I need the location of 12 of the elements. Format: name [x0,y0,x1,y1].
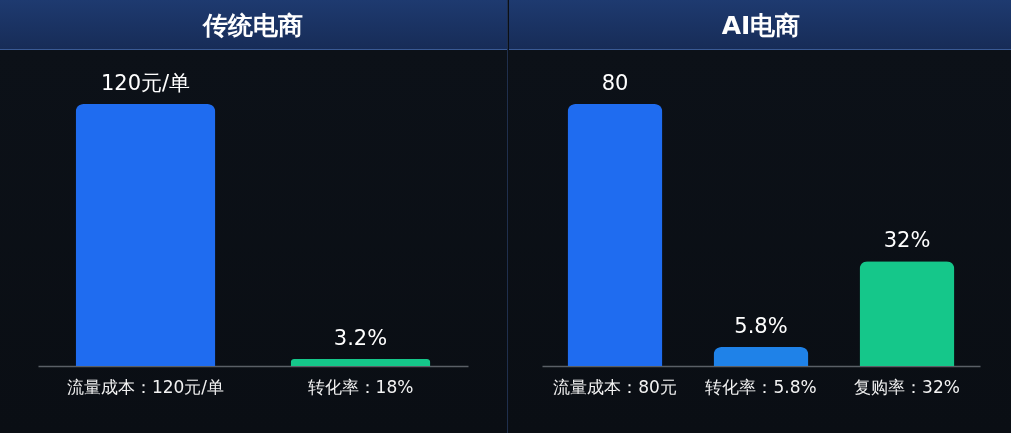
x-tick-label: 转化率：18% [307,376,414,397]
data-label: 120元/单 [100,71,191,95]
x-tick-label: 流量成本：120元/单 [66,376,225,397]
data-label: 5.8% [734,314,788,339]
data-label: 80 [601,71,629,95]
data-label: 3.2% [333,326,388,351]
x-tick-label: 转化率：5.8% [705,376,817,397]
x-tick-label: 流量成本：80元 [553,376,677,397]
x-tick-label: 复购率：32% [854,376,960,397]
chart-title: 传统电商 [202,11,303,40]
chart-title: AI电商 [721,11,801,40]
data-label: 32% [883,228,931,253]
